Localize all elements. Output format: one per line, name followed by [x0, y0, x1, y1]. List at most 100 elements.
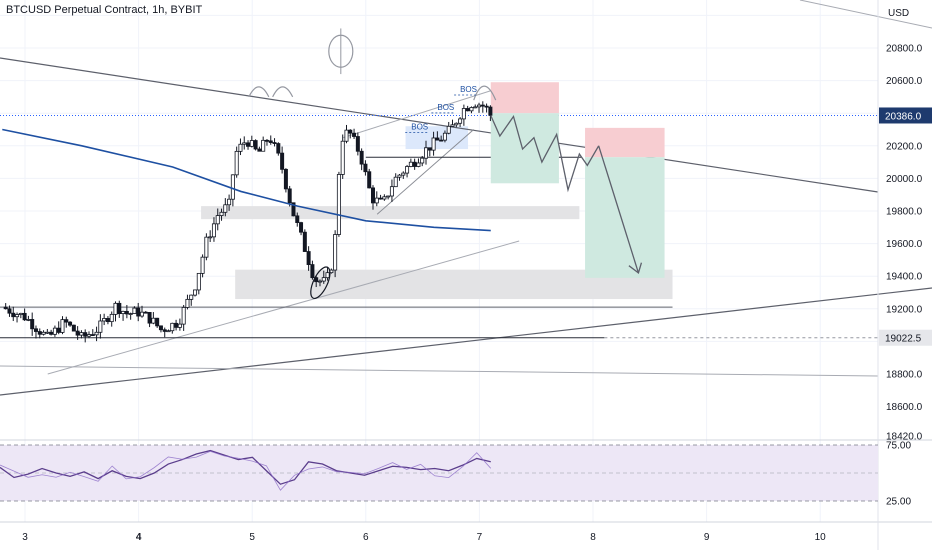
- time-axis[interactable]: 3 4 5 6 7 8 9 10: [22, 532, 826, 543]
- candle-body: [219, 211, 224, 217]
- candle-body: [291, 202, 296, 217]
- candle-body: [374, 197, 379, 204]
- price-tick-label: 20200.0: [886, 141, 923, 152]
- candle-body: [83, 332, 88, 337]
- candle-body: [174, 322, 179, 328]
- candle-body: [249, 140, 254, 147]
- candle-body: [52, 327, 57, 335]
- projected-path: [490, 114, 600, 193]
- candle-body: [208, 236, 213, 239]
- last-price-label: 20386.0: [885, 111, 922, 122]
- candle-body: [465, 108, 470, 112]
- candle-body: [75, 330, 80, 336]
- candle-body: [257, 148, 262, 152]
- candle-body: [446, 125, 451, 134]
- candle-body: [397, 174, 402, 178]
- candle-body: [223, 204, 228, 213]
- candle-body: [393, 176, 398, 188]
- candle-body: [200, 256, 205, 274]
- candle-body: [7, 308, 12, 314]
- moving-average-line: [2, 128, 491, 232]
- candle-body: [431, 137, 436, 151]
- swing-arc: [272, 86, 294, 98]
- time-tick-label: 4: [136, 532, 142, 543]
- candle-body: [22, 312, 27, 321]
- candle-body: [321, 277, 326, 282]
- candle-body: [261, 139, 266, 152]
- candle-body: [121, 310, 126, 315]
- candle-body: [386, 195, 391, 198]
- take-profit-box: [490, 113, 559, 184]
- candle-body: [439, 139, 444, 142]
- candle-body: [56, 327, 61, 333]
- candle-body: [484, 105, 489, 108]
- rsi-tick-label: 75.00: [886, 441, 911, 452]
- candle-body: [302, 231, 307, 252]
- candle-body: [113, 302, 118, 315]
- candle-body: [189, 294, 194, 300]
- trend-lines: [0, 0, 932, 396]
- projected-drop-arrow: [598, 145, 640, 274]
- level-label: 19022.5: [885, 334, 922, 345]
- candle-body: [41, 331, 46, 335]
- candle-body: [442, 132, 447, 141]
- candle-body: [295, 215, 300, 223]
- trend-line: [0, 287, 932, 396]
- time-tick-label: 7: [477, 532, 483, 543]
- rsi-band: [0, 445, 878, 501]
- candle-body: [185, 298, 190, 308]
- rsi-axis: 75.00 25.00: [886, 441, 911, 508]
- candle-body: [147, 312, 152, 324]
- projection-drawings: [248, 28, 643, 300]
- candle-body: [310, 264, 315, 279]
- candle-body: [488, 106, 493, 116]
- rsi-pane[interactable]: [0, 444, 878, 502]
- candle-body: [280, 152, 285, 170]
- candle-body: [102, 318, 107, 322]
- time-tick-label: 5: [249, 532, 255, 543]
- candlestick-series: [3, 101, 493, 343]
- bos-label: BOS: [437, 103, 454, 112]
- candle-body: [181, 307, 186, 325]
- arrow-head: [628, 262, 643, 275]
- candle-body: [124, 310, 129, 315]
- price-axis[interactable]: USD20800.020600.020400.020200.020000.019…: [879, 8, 932, 442]
- candle-body: [272, 142, 277, 144]
- candle-body: [105, 318, 110, 323]
- candle-body: [435, 137, 440, 141]
- chart-header: BTCUSD Perpetual Contract, 1h, BYBIT: [6, 4, 202, 16]
- candle-body: [136, 307, 141, 317]
- candle-body: [26, 319, 31, 321]
- candle-body: [454, 122, 459, 126]
- candle-body: [480, 104, 485, 107]
- candle-body: [155, 317, 160, 327]
- candle-body: [408, 161, 413, 167]
- candle-body: [246, 142, 251, 147]
- swing-arc: [248, 86, 270, 98]
- symbol-title[interactable]: BTCUSD Perpetual Contract, 1h, BYBIT: [6, 4, 203, 16]
- candle-body: [33, 328, 38, 332]
- candle-body: [268, 140, 273, 143]
- candle-body: [264, 139, 269, 142]
- price-tick-label: 19800.0: [886, 207, 923, 218]
- candle-body: [170, 322, 175, 332]
- candle-body: [79, 332, 84, 336]
- candle-body: [71, 324, 76, 332]
- candle-body: [11, 312, 16, 318]
- candle-body: [211, 223, 216, 238]
- candle-body: [64, 319, 69, 323]
- price-tick-label: 19600.0: [886, 239, 923, 250]
- candle-body: [193, 289, 198, 296]
- candle-body: [352, 132, 357, 137]
- price-tick-label: 18800.0: [886, 370, 923, 381]
- time-tick-label: 6: [363, 532, 369, 543]
- candle-body: [382, 196, 387, 200]
- candle-body: [469, 107, 474, 112]
- bos-label: BOS: [411, 123, 428, 132]
- price-tick-label: 18420.0: [886, 431, 923, 442]
- trend-line: [0, 57, 879, 193]
- price-tick-label: 19200.0: [886, 304, 923, 315]
- candle-body: [117, 302, 122, 315]
